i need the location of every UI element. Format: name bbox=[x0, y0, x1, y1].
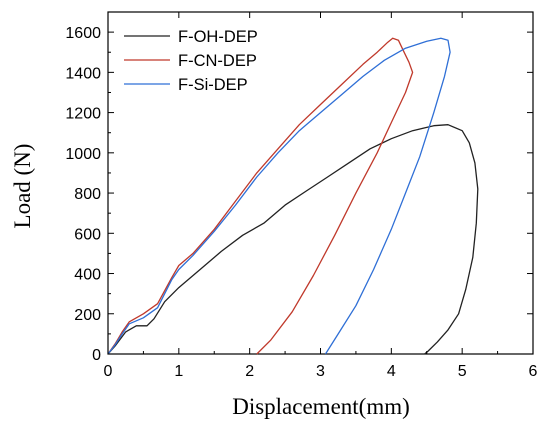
x-tick-label: 1 bbox=[174, 363, 183, 380]
y-tick-label: 1600 bbox=[65, 25, 101, 42]
y-tick-label: 200 bbox=[74, 307, 101, 324]
x-tick-label: 0 bbox=[104, 363, 113, 380]
y-tick-label: 1400 bbox=[65, 65, 101, 82]
y-tick-label: 0 bbox=[92, 347, 101, 364]
y-tick-label: 1200 bbox=[65, 106, 101, 123]
series-line-f-cn-dep bbox=[107, 37, 414, 355]
series-line-f-si-dep bbox=[107, 37, 451, 355]
x-axis-ticks: 0 1 2 3 4 5 6 bbox=[104, 12, 538, 380]
legend: F-OH-DEP F-CN-DEP F-Si-DEP bbox=[124, 28, 258, 94]
x-tick-label: 3 bbox=[316, 363, 325, 380]
x-tick-label: 5 bbox=[458, 363, 467, 380]
legend-label: F-OH-DEP bbox=[178, 28, 258, 46]
legend-label: F-Si-DEP bbox=[178, 76, 248, 94]
x-tick-label: 4 bbox=[387, 363, 396, 380]
plot-frame bbox=[107, 11, 534, 355]
series-curves bbox=[107, 37, 479, 355]
x-tick-label: 2 bbox=[245, 363, 254, 380]
plot-area: 0 1 2 3 4 5 6 0 200 400 600 800 1000 1200 1400 1600 F-… bbox=[65, 11, 538, 380]
y-axis-title: Load (N) bbox=[10, 144, 35, 229]
series-line-f-oh-dep bbox=[107, 124, 479, 355]
y-axis-ticks: 0 200 400 600 800 1000 1200 1400 1600 bbox=[65, 25, 533, 364]
y-tick-label: 600 bbox=[74, 226, 101, 243]
y-tick-label: 1000 bbox=[65, 146, 101, 163]
y-tick-label: 400 bbox=[74, 267, 101, 284]
x-tick-label: 6 bbox=[529, 363, 538, 380]
x-axis-title: Displacement(mm) bbox=[232, 394, 410, 419]
y-tick-label: 800 bbox=[74, 186, 101, 203]
legend-label: F-CN-DEP bbox=[178, 52, 257, 70]
